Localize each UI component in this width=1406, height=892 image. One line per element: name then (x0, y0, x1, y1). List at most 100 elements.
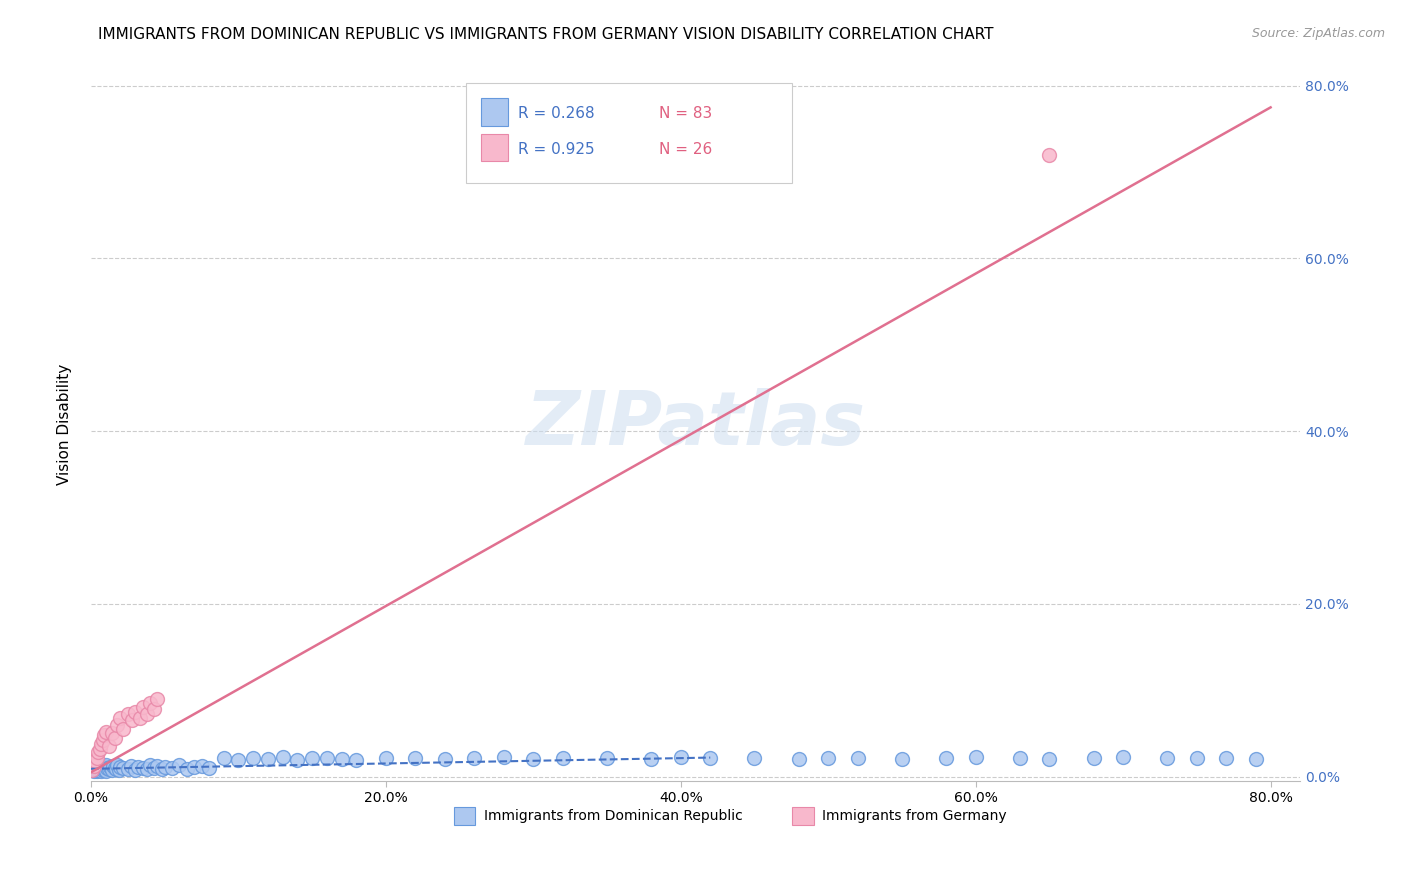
Bar (792, 807, 814, 825)
Point (315, 750, 337, 764)
Point (101, 759, 124, 773)
Point (212, 750, 235, 764)
Point (1156, 750, 1178, 764)
Point (97, 762, 120, 776)
Point (94, 764, 117, 778)
Point (404, 750, 426, 764)
Point (169, 758, 191, 772)
Point (83, 759, 105, 773)
Point (257, 752, 280, 766)
Point (120, 759, 142, 773)
Point (198, 761, 221, 775)
Point (100, 763, 122, 777)
Point (90, 737, 112, 751)
Point (890, 752, 912, 766)
Point (846, 750, 869, 764)
Point (124, 763, 146, 777)
Point (112, 761, 135, 775)
Point (1038, 148, 1060, 162)
Point (1008, 750, 1031, 764)
Text: ZIPatlas: ZIPatlas (526, 388, 866, 461)
Point (143, 702, 166, 716)
Point (86, 750, 108, 764)
Point (91, 763, 114, 777)
Point (146, 759, 169, 773)
Point (1215, 750, 1237, 764)
Point (143, 761, 166, 775)
Point (110, 760, 132, 774)
Point (787, 752, 810, 766)
Point (287, 753, 309, 767)
Point (640, 752, 662, 766)
Point (87, 763, 110, 777)
Point (89, 762, 111, 776)
Point (84, 759, 107, 773)
Point (463, 751, 485, 765)
Text: N = 26: N = 26 (659, 142, 713, 157)
Point (1185, 751, 1208, 765)
Point (86, 764, 108, 778)
Point (699, 751, 721, 765)
Point (100, 726, 122, 740)
Point (96, 761, 118, 775)
Point (817, 751, 839, 765)
Point (103, 731, 125, 745)
Text: Source: ZipAtlas.com: Source: ZipAtlas.com (1251, 27, 1385, 40)
Point (935, 751, 957, 765)
Point (183, 760, 205, 774)
Text: Immigrants from Dominican Republic: Immigrants from Dominican Republic (484, 809, 742, 823)
Point (83, 761, 105, 775)
Point (124, 705, 146, 719)
Point (965, 749, 987, 764)
FancyBboxPatch shape (465, 83, 792, 183)
Point (153, 760, 176, 774)
Point (82, 763, 104, 777)
Point (93, 728, 115, 742)
Point (596, 751, 619, 765)
Bar (481, 134, 508, 161)
Point (112, 722, 135, 736)
Point (128, 711, 150, 725)
Text: N = 83: N = 83 (659, 106, 713, 121)
Text: R = 0.268: R = 0.268 (517, 106, 595, 121)
Bar (454, 807, 475, 825)
Bar (481, 98, 508, 126)
Point (1244, 752, 1267, 766)
Point (1038, 752, 1060, 766)
Point (139, 696, 162, 710)
Point (139, 758, 162, 772)
Point (433, 752, 456, 766)
Point (107, 718, 129, 732)
Point (344, 753, 367, 767)
Point (160, 761, 183, 775)
Point (522, 752, 544, 766)
Point (117, 707, 139, 722)
Point (93, 760, 115, 774)
Point (744, 750, 766, 764)
Point (131, 700, 153, 714)
Y-axis label: Vision Disability: Vision Disability (58, 364, 72, 485)
Point (93, 762, 115, 776)
Point (669, 749, 692, 764)
Point (242, 751, 264, 765)
Text: Immigrants from Germany: Immigrants from Germany (823, 809, 1007, 823)
Text: IMMIGRANTS FROM DOMINICAN REPUBLIC VS IMMIGRANTS FROM GERMANY VISION DISABILITY : IMMIGRANTS FROM DOMINICAN REPUBLIC VS IM… (98, 27, 994, 42)
Point (84, 754, 107, 768)
Point (551, 750, 574, 764)
Point (190, 759, 212, 773)
Point (330, 752, 353, 766)
Point (89, 742, 111, 756)
Point (127, 760, 149, 774)
Point (131, 761, 153, 775)
Point (87, 758, 110, 772)
Point (90, 761, 112, 775)
Point (97, 739, 120, 754)
Point (136, 707, 159, 722)
Point (91, 759, 114, 773)
Point (107, 758, 129, 772)
Point (108, 763, 131, 777)
Point (271, 749, 294, 764)
Point (150, 762, 173, 776)
Point (1112, 749, 1135, 764)
Point (146, 691, 169, 706)
